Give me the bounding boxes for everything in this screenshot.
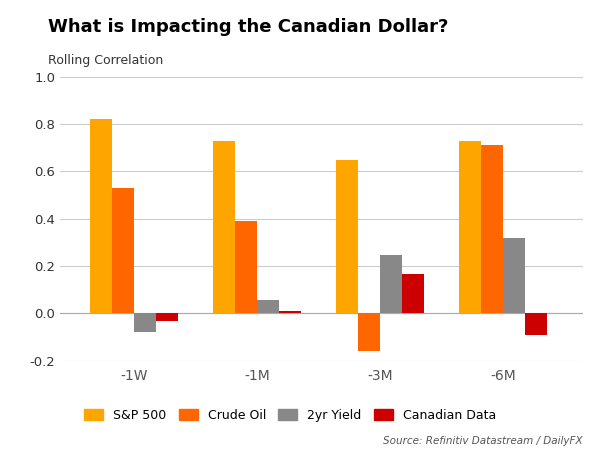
Bar: [481, 145, 503, 313]
Text: What is Impacting the Canadian Dollar?: What is Impacting the Canadian Dollar?: [48, 18, 448, 36]
Bar: [112, 188, 134, 313]
Bar: [525, 313, 548, 335]
Text: Source: Refinitiv Datastream / DailyFX: Source: Refinitiv Datastream / DailyFX: [383, 437, 583, 446]
Bar: [235, 221, 257, 313]
Bar: [380, 255, 402, 313]
Bar: [336, 160, 358, 313]
Bar: [156, 313, 178, 321]
Text: Rolling Correlation: Rolling Correlation: [48, 54, 163, 67]
Legend: S&P 500, Crude Oil, 2yr Yield, Canadian Data: S&P 500, Crude Oil, 2yr Yield, Canadian …: [79, 404, 501, 427]
Bar: [279, 311, 301, 313]
Bar: [402, 274, 424, 313]
Bar: [503, 238, 525, 313]
Bar: [134, 313, 156, 332]
Bar: [459, 141, 481, 313]
Bar: [358, 313, 380, 351]
Bar: [90, 119, 112, 313]
Bar: [213, 141, 235, 313]
Bar: [257, 300, 279, 313]
